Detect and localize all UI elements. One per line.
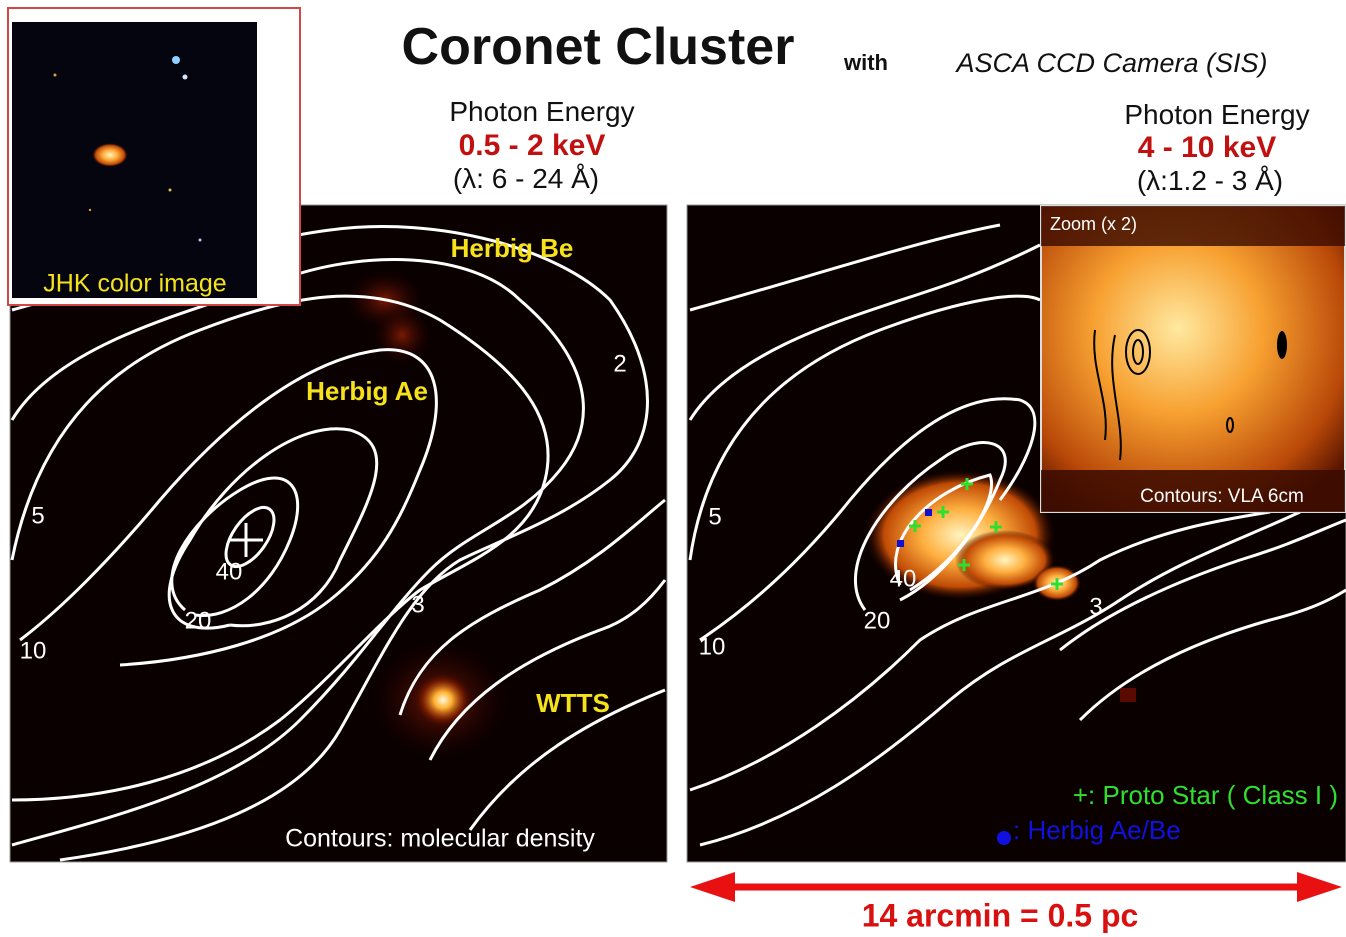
scale-label: 14 arcmin = 0.5 pc [862,897,1139,933]
arrow-head [1297,872,1342,902]
source-label: Herbig Ae [306,376,428,406]
contour-level: 20 [185,607,212,634]
star [89,209,91,211]
figure: Coronet Cluster with ASCA CCD Camera (SI… [0,0,1346,937]
energy-range: 4 - 10 keV [1138,131,1276,164]
nebula [92,143,128,167]
source-label: WTTS [536,688,610,718]
contour-level: 40 [890,565,917,592]
jhk-inset: JHK color image [8,8,300,305]
arrow-head [690,872,735,902]
contour-level: 5 [708,503,721,530]
source-label: Herbig Be [451,233,574,263]
contour-level: 10 [20,637,47,664]
star [172,56,180,64]
right-panel: 5 10 20 40 3 Zoom (x 2) Contours: VLA 6c… [687,205,1346,862]
zoom-title: Zoom (x 2) [1050,214,1137,234]
star [183,75,188,80]
herbig-star [897,540,904,547]
contour-level: 3 [1089,593,1102,620]
glow [1120,688,1136,702]
inset-image [12,22,257,298]
star [54,74,57,77]
scale-bar: 14 arcmin = 0.5 pc [690,872,1342,933]
contour-level: 20 [864,607,891,634]
legend-dot [997,831,1011,845]
star [199,239,202,242]
wavelength: (λ: 6 - 24 Å) [453,163,599,194]
glow [413,672,473,728]
contour-level: 40 [216,558,243,585]
zoom-caption: Contours: VLA 6cm [1140,486,1304,507]
legend-entry: +: Proto Star ( Class I ) [1073,780,1338,810]
title-with: with [843,50,888,75]
glow [372,305,432,365]
energy-range: 0.5 - 2 keV [459,129,606,162]
instrument: ASCA CCD Camera (SIS) [954,48,1267,78]
title: Coronet Cluster [402,18,795,76]
contour-level: 2 [613,350,626,377]
contour-level: 3 [411,591,424,618]
herbig-star [925,509,932,516]
zoom-inset: Zoom (x 2) Contours: VLA 6cm [1041,206,1345,512]
contour-level: 10 [699,633,726,660]
legend-entry: : Herbig Ae/Be [1013,815,1181,845]
radio-contour [1277,331,1287,359]
zoom-image [1041,206,1345,512]
caption: Contours: molecular density [285,825,595,853]
inset-label: JHK color image [43,270,226,298]
wavelength: (λ:1.2 - 3 Å) [1137,165,1283,196]
contour-level: 5 [31,502,44,529]
panel-header: Photon Energy [449,96,634,127]
panel-header: Photon Energy [1124,99,1309,130]
star [169,189,172,192]
